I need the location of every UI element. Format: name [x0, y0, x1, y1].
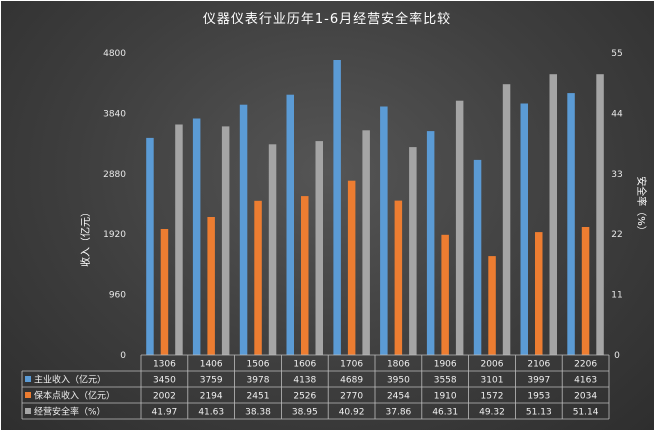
- table-value: 41.63: [198, 408, 224, 418]
- right-tick-label: 22: [611, 230, 622, 240]
- table-value: 2454: [387, 392, 410, 402]
- table-value: 4689: [340, 376, 363, 386]
- bar-series-3-1506: [268, 144, 277, 355]
- category-label: 2006: [481, 360, 504, 370]
- table-value: 1910: [434, 392, 457, 402]
- category-label: 1706: [340, 360, 363, 370]
- bar-series-2-1706: [347, 180, 356, 355]
- table-value: 1572: [481, 392, 504, 402]
- bars-group: [146, 60, 604, 356]
- bar-series-1-1806: [380, 106, 388, 355]
- category-label: 1406: [200, 360, 223, 370]
- bar-series-1-1506: [239, 104, 248, 355]
- legend-swatch: [25, 392, 31, 398]
- category-label: 2206: [574, 360, 597, 370]
- table-value: 51.13: [526, 408, 552, 418]
- table-value: 38.38: [245, 408, 271, 418]
- right-tick-label: 44: [611, 109, 623, 119]
- left-tick-label: 1920: [103, 230, 126, 240]
- legend-swatch: [25, 408, 31, 414]
- bar-series-1-2006: [473, 159, 482, 355]
- category-label: 1306: [153, 360, 176, 370]
- table-value: 3997: [527, 376, 550, 386]
- table-value: 2770: [340, 392, 363, 402]
- legend-label: 经营安全率（%）: [34, 406, 106, 418]
- bar-series-2-2106: [535, 232, 543, 355]
- right-axis-ticks: 0 11 22 33 44 55: [611, 49, 623, 361]
- bar-series-1-1406: [192, 118, 201, 355]
- bar-series-2-1906: [441, 234, 449, 355]
- bar-series-3-1306: [175, 124, 183, 355]
- bar-series-2-1306: [160, 229, 169, 355]
- legend-label: 保本点收入（亿元）: [34, 390, 115, 402]
- bar-series-1-2106: [520, 103, 528, 355]
- table-value: 46.31: [432, 408, 458, 418]
- bar-series-3-1906: [455, 100, 464, 355]
- table-value: 4163: [574, 376, 597, 386]
- left-tick-label: 0: [120, 351, 126, 361]
- bar-series-1-1906: [426, 131, 435, 355]
- bar-series-3-1806: [409, 147, 417, 355]
- bar-series-2-1606: [301, 196, 309, 355]
- table-value: 40.92: [339, 408, 365, 418]
- table-value: 2526: [293, 392, 316, 402]
- left-axis-title: 收入（亿元）: [79, 207, 92, 267]
- table-value: 3978: [247, 376, 270, 386]
- table-value: 51.14: [573, 408, 599, 418]
- right-tick-label: 0: [614, 351, 620, 361]
- category-label: 2106: [527, 360, 550, 370]
- bar-series-3-2006: [502, 84, 511, 355]
- bar-series-2-1406: [207, 217, 215, 355]
- bar-series-3-2206: [596, 74, 604, 355]
- left-tick-label: 960: [109, 291, 126, 301]
- table-value: 38.95: [292, 408, 318, 418]
- bar-series-1-1306: [146, 137, 154, 355]
- table-value: 2002: [153, 392, 176, 402]
- category-label: 1606: [293, 360, 316, 370]
- bar-series-2-1506: [254, 200, 262, 355]
- chart-title: 仪器仪表行业历年1-6月经营安全率比较: [203, 11, 451, 27]
- table-value: 3950: [387, 376, 410, 386]
- bar-series-3-1606: [315, 141, 323, 355]
- table-value: 2451: [247, 392, 270, 402]
- bar-series-2-2206: [581, 227, 590, 355]
- table-value: 3558: [434, 376, 457, 386]
- legend-label: 主业收入（亿元）: [34, 374, 106, 386]
- table-value: 2034: [574, 392, 597, 402]
- table-value: 4138: [293, 376, 316, 386]
- table-value: 3101: [481, 376, 504, 386]
- bar-series-1-1606: [286, 94, 294, 355]
- category-label: 1906: [434, 360, 457, 370]
- right-axis-title: 安全率（%）: [635, 176, 648, 236]
- table-value: 37.86: [386, 408, 412, 418]
- table-value: 49.32: [479, 408, 505, 418]
- table-value: 3450: [153, 376, 176, 386]
- left-tick-label: 3840: [103, 109, 126, 119]
- table-value: 3759: [200, 376, 223, 386]
- right-tick-label: 55: [611, 49, 622, 59]
- left-axis-ticks: 0 960 1920 2880 3840 4800: [103, 49, 126, 361]
- left-tick-label: 2880: [103, 170, 126, 180]
- right-tick-label: 33: [611, 170, 622, 180]
- bar-series-3-2106: [549, 74, 557, 355]
- table-value: 2194: [200, 392, 223, 402]
- category-label: 1806: [387, 360, 410, 370]
- bar-series-1-2206: [567, 93, 575, 355]
- right-tick-label: 11: [611, 291, 622, 301]
- category-label: 1506: [247, 360, 270, 370]
- bar-series-2-1806: [394, 200, 403, 355]
- table-value: 1953: [527, 392, 550, 402]
- bar-series-1-1706: [333, 60, 341, 355]
- data-table: 1306 1406 1506 1606 1706 1806 1906 2006 2106 2206…: [21, 354, 610, 420]
- legend-swatch: [25, 376, 31, 382]
- bar-series-2-2006: [488, 256, 496, 355]
- table-value: 41.97: [152, 408, 178, 418]
- bar-series-3-1706: [362, 130, 370, 355]
- left-tick-label: 4800: [103, 49, 126, 59]
- bar-series-3-1406: [221, 126, 230, 356]
